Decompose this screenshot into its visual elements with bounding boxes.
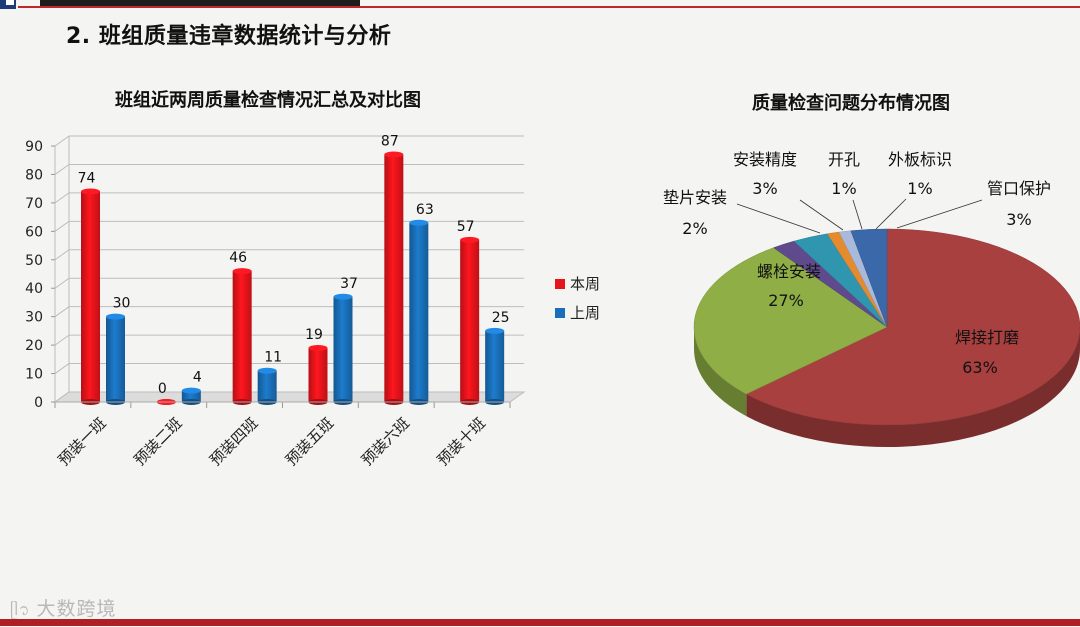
gridline [54,220,524,232]
gridline [54,277,524,289]
gridline [54,391,524,403]
data-label: 11 [264,350,282,366]
footer-bar [0,619,1080,626]
gridline [54,363,524,374]
header-strip [0,0,1080,9]
slice-label: 外板标识 [888,150,952,169]
slice-label: 垫片安装 [663,188,727,207]
slice-pct: 63% [962,358,998,377]
bar-本周 [384,154,404,402]
slice-pct: 27% [768,291,804,310]
y-tick-label: 80 [25,167,43,183]
pie-slice-管口保护 [850,228,888,328]
pie-slice-螺栓安装 [693,247,888,395]
slice-label: 焊接打磨 [955,328,1019,347]
bar-本周 [308,347,328,402]
slice-label: 螺栓安装 [757,262,821,281]
bar-top [384,151,404,158]
bar-上周 [333,296,353,402]
watermark: ᥫ᭡ 大数跨境 [10,594,117,627]
data-label: 4 [193,370,202,386]
bar-上周 [409,222,429,402]
leader-line [896,199,983,229]
slice-label: 安装精度 [733,150,797,169]
y-tick-label: 90 [25,139,43,155]
y-tick-label: 70 [25,196,43,212]
leader-line [852,199,863,230]
pie-side-螺栓安装 [693,327,747,417]
bar-top [257,367,277,374]
pie-side-焊接打磨 [746,327,1080,447]
bar-top [308,344,328,351]
gridline [54,192,524,204]
page-title: 2. 班组质量违章数据统计与分析 [66,24,392,49]
slice-pct: 3% [1006,210,1031,229]
y-tick-label: 50 [25,253,43,269]
legend-label: 本周 [570,275,600,293]
y-tick-label: 0 [34,395,43,411]
bar-top [333,293,353,300]
data-label: 46 [229,250,247,266]
watermark-text: 大数跨境 [36,598,117,620]
header-rule [18,6,1080,8]
legend-swatch [555,308,565,318]
data-label: 63 [416,202,434,218]
data-label: 0 [158,381,167,397]
bar-本周 [460,239,480,402]
y-tick-label: 40 [25,281,43,297]
bar-本周 [232,271,252,402]
leader-line [736,203,821,234]
gridline [54,249,524,261]
gridline [54,334,524,346]
slice-label: 管口保护 [987,179,1051,198]
slice-pct: 1% [907,179,932,198]
bar-top [460,236,480,243]
legend-swatch [555,279,565,289]
pie-slice-焊接打磨 [745,228,1080,426]
bar-top [485,327,505,334]
gridline [54,135,524,147]
cropped-header-text [40,0,360,6]
slice-pct: 3% [752,179,777,198]
logo-icon-inner [6,0,14,5]
bar-top [409,219,429,226]
data-label: 19 [305,327,323,343]
bar-top [232,268,252,275]
gridline [54,163,524,175]
watermark-logo-icon: ᥫ᭡ [10,600,31,619]
bar-上周 [485,330,505,402]
bar-chart-title: 班组近两周质量检查情况汇总及对比图 [115,90,421,111]
bar-top [81,188,100,195]
y-tick-label: 20 [25,338,43,354]
slice-pct: 2% [682,219,707,238]
data-label: 74 [78,171,96,187]
slice-pct: 1% [831,179,856,198]
data-label: 87 [381,134,399,150]
legend-label: 上周 [570,304,600,322]
data-label: 25 [492,310,510,326]
bar-top [181,387,201,394]
leader-line [799,199,844,231]
y-tick-label: 60 [25,224,43,240]
bar-上周 [181,390,201,402]
bar-上周 [106,316,125,402]
bar-上周 [257,370,277,402]
bar-本周 [81,191,100,402]
y-tick-label: 10 [25,367,43,383]
slice-label: 开孔 [828,150,860,169]
leader-line [875,198,907,230]
y-tick-label: 30 [25,310,43,326]
bar-top [106,313,125,320]
data-label: 37 [340,276,358,292]
pie-chart-title: 质量检查问题分布情况图 [752,93,950,114]
gridline [54,306,524,318]
data-label: 57 [457,219,475,235]
data-label: 30 [113,296,131,312]
